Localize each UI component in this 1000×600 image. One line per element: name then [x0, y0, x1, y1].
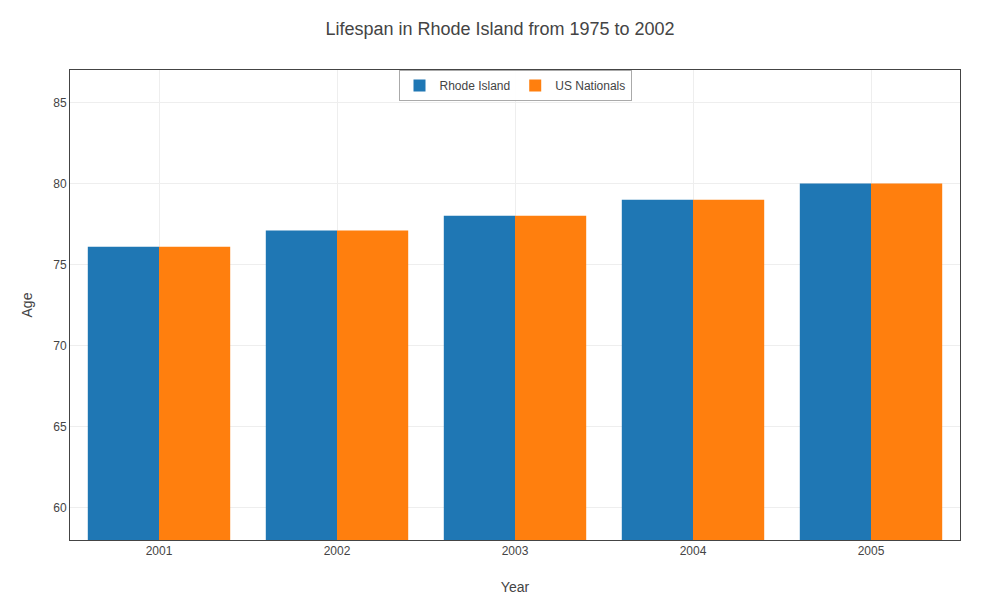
svg-text:Age: Age	[19, 292, 35, 317]
svg-text:60: 60	[53, 501, 67, 515]
svg-text:Lifespan in Rhode Island from: Lifespan in Rhode Island from 1975 to 20…	[325, 19, 674, 39]
svg-text:65: 65	[53, 420, 67, 434]
svg-text:75: 75	[53, 258, 67, 272]
svg-text:Rhode Island: Rhode Island	[440, 79, 511, 93]
svg-text:2003: 2003	[502, 544, 529, 558]
svg-text:2005: 2005	[858, 544, 885, 558]
svg-text:2001: 2001	[146, 544, 173, 558]
svg-text:2002: 2002	[324, 544, 351, 558]
svg-text:Year: Year	[501, 579, 530, 595]
svg-text:85: 85	[53, 96, 67, 110]
svg-text:2004: 2004	[680, 544, 707, 558]
svg-text:US Nationals: US Nationals	[555, 79, 625, 93]
svg-text:80: 80	[53, 177, 67, 191]
svg-text:70: 70	[53, 339, 67, 353]
